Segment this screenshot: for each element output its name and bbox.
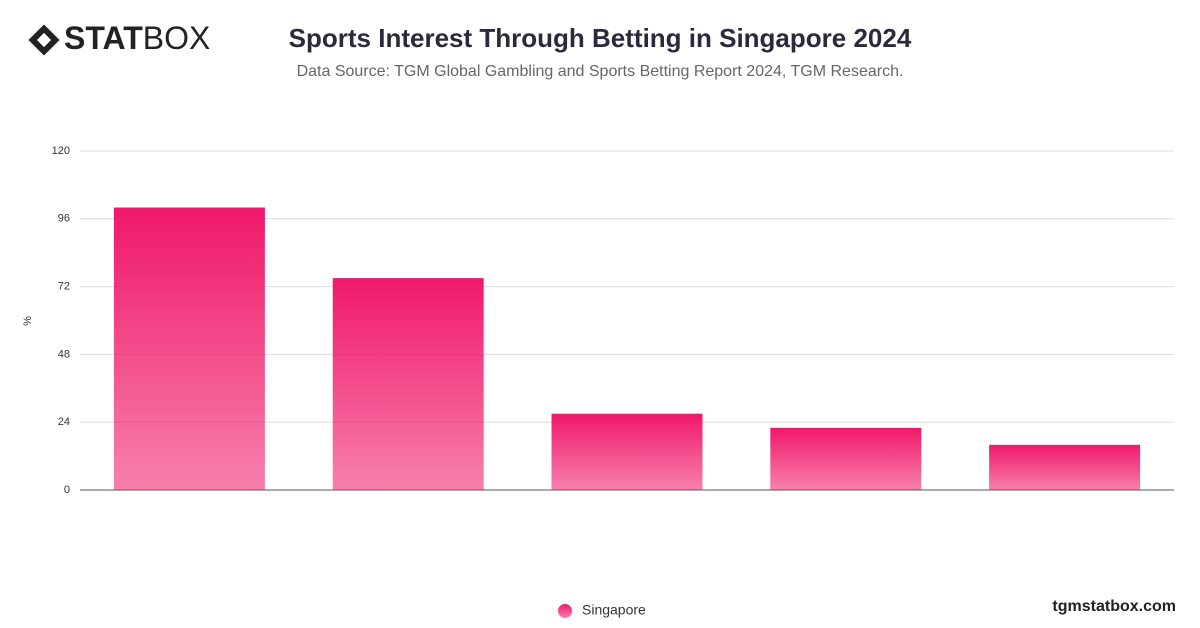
bar [989,444,1141,490]
chart-subtitle: Data Source: TGM Global Gambling and Spo… [297,63,904,80]
y-tick-label: 72 [58,281,70,293]
y-tick-label: 120 [52,145,70,157]
legend-marker [558,604,572,618]
y-tick-label: 24 [58,416,70,428]
logo: STATBOX [28,20,210,56]
logo-text: STATBOX [64,20,210,56]
bar [332,278,484,490]
y-tick-label: 48 [58,348,70,360]
bar [551,413,703,490]
footer: tgmstatbox.com [1052,598,1176,615]
y-axis-label: % [22,316,34,326]
bar [113,207,265,490]
bar [770,427,922,490]
legend-label: Singapore [582,602,646,618]
logo-bold: STAT [64,20,143,56]
y-tick-label: 0 [64,484,70,496]
chart-title: Sports Interest Through Betting in Singa… [289,23,912,53]
y-tick-label: 96 [58,213,70,225]
logo-icon [28,24,60,56]
logo-light: BOX [143,20,211,56]
